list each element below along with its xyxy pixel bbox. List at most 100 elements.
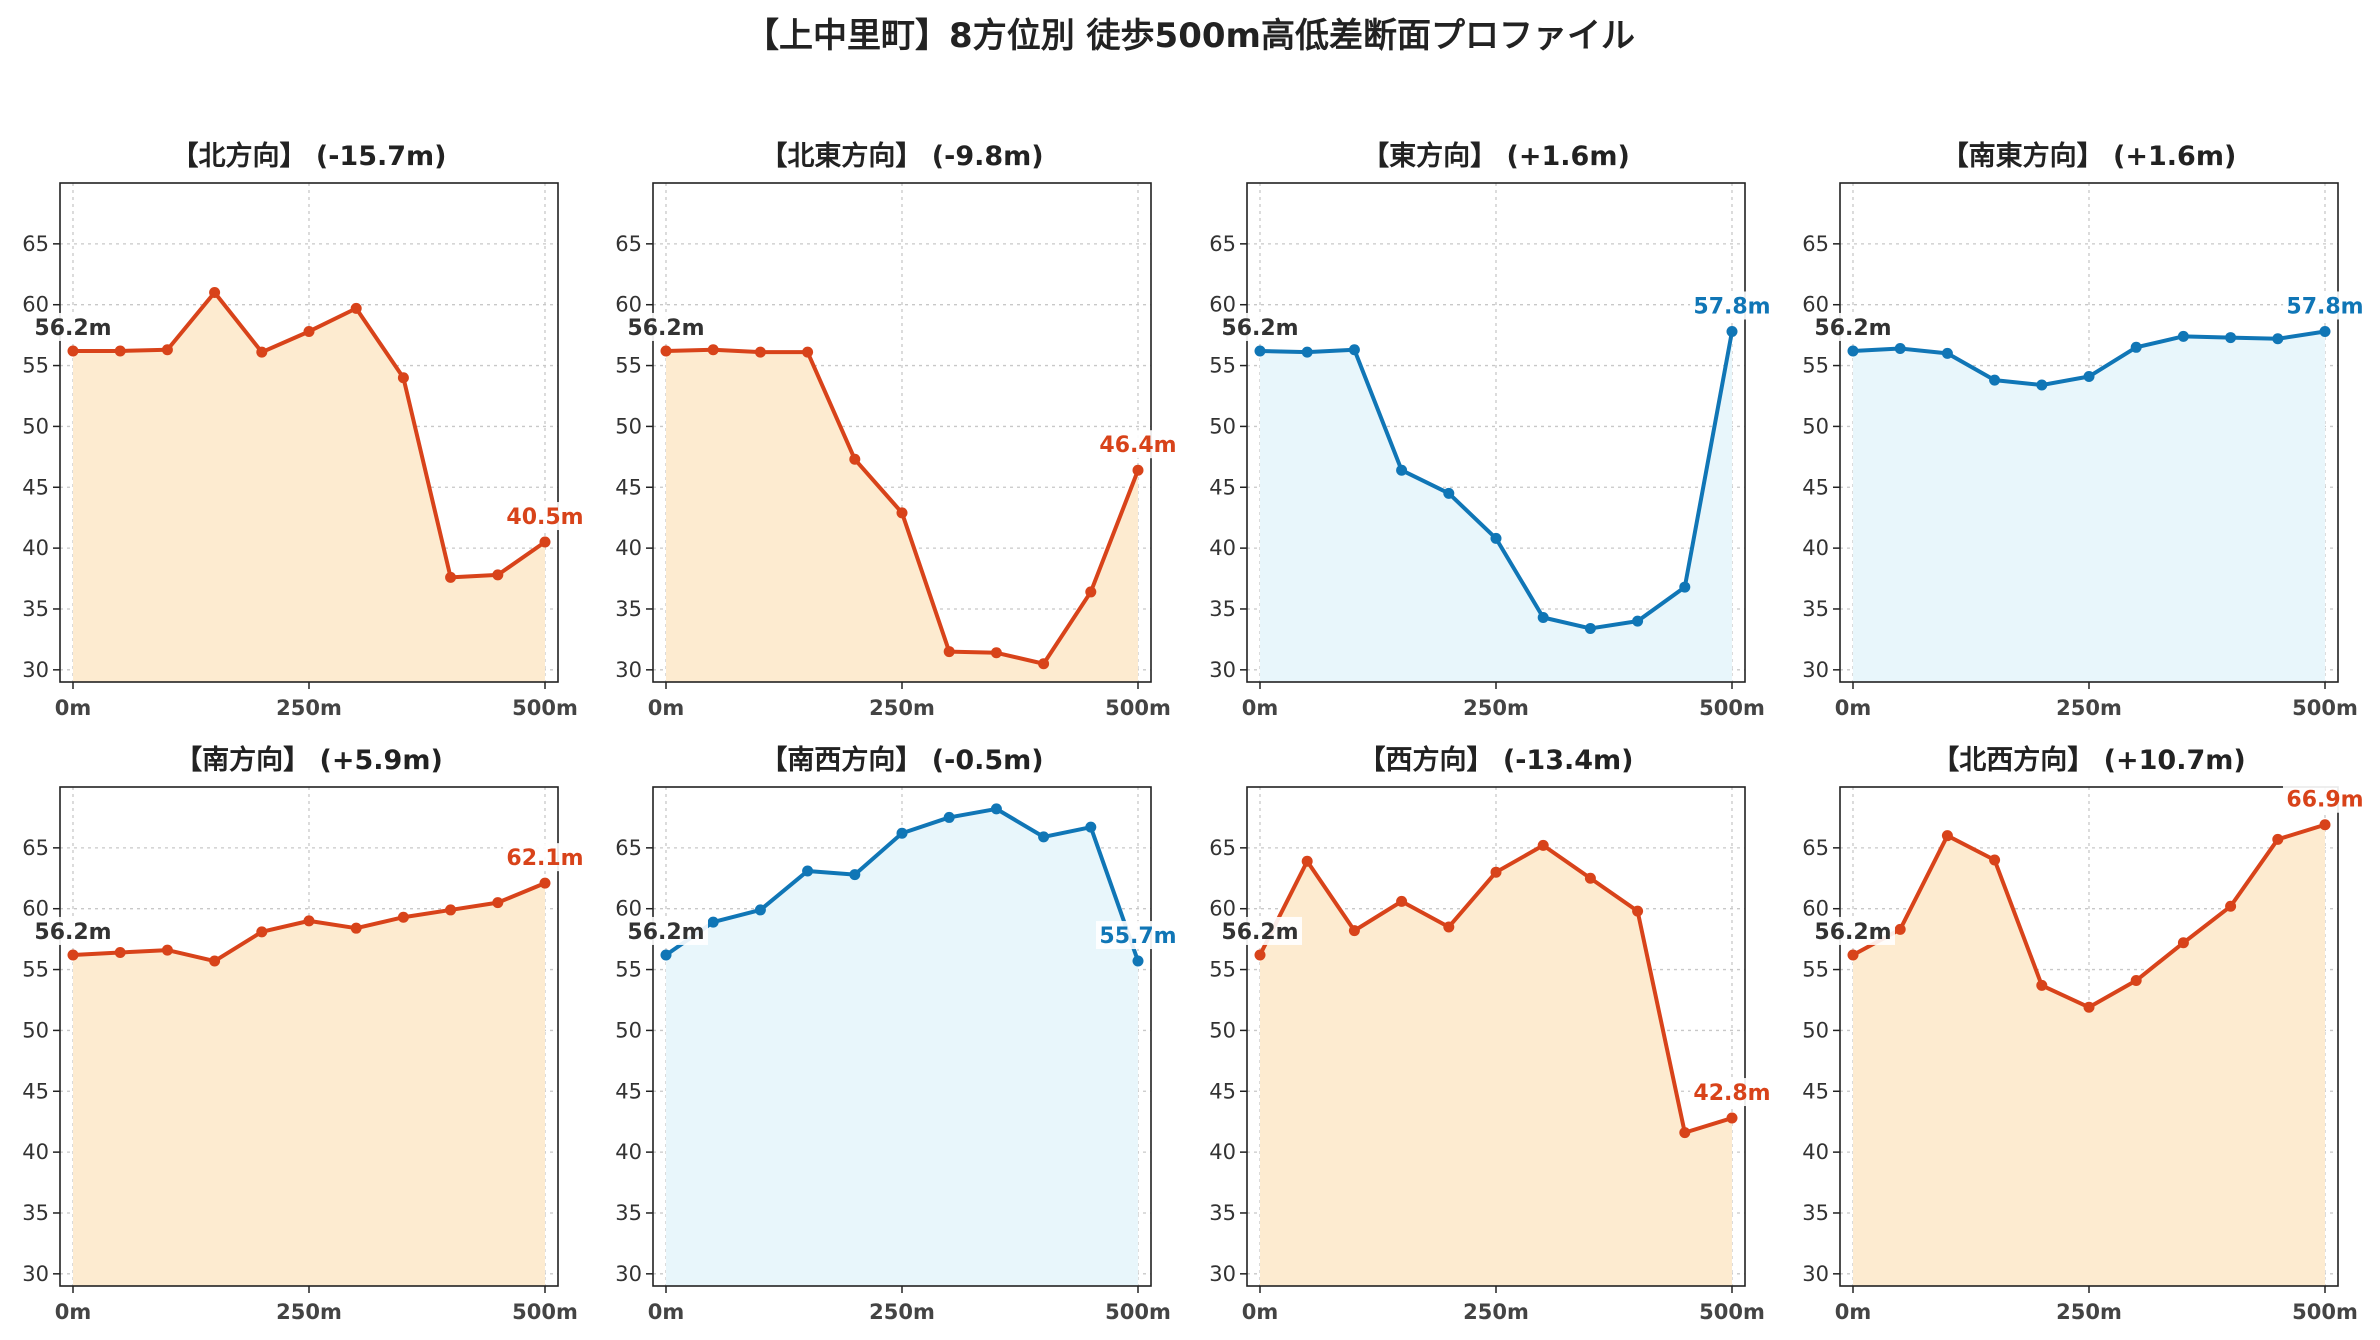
data-point xyxy=(1085,586,1097,598)
y-tick-label: 50 xyxy=(615,414,642,438)
end-label-bg xyxy=(2283,784,2367,813)
data-point xyxy=(1254,345,1266,357)
y-tick-label: 40 xyxy=(1802,536,1829,560)
area-fill xyxy=(1853,331,2325,682)
y-tick-label: 55 xyxy=(615,354,642,378)
panel-title: 【南西方向】 (-0.5m) xyxy=(760,744,1043,776)
data-point xyxy=(990,647,1002,659)
start-label-bg xyxy=(624,916,708,945)
data-point xyxy=(350,922,362,934)
end-label: 42.8m xyxy=(1693,1081,1770,1106)
y-tick-label: 50 xyxy=(22,414,49,438)
start-label-bg xyxy=(624,312,708,341)
y-tick-label: 35 xyxy=(1209,1201,1236,1225)
start-label: 56.2m xyxy=(1814,316,1891,341)
end-label: 40.5m xyxy=(506,505,583,530)
end-label: 66.9m xyxy=(2286,788,2363,813)
y-tick-label: 30 xyxy=(1802,658,1829,682)
data-point xyxy=(2083,371,2095,383)
y-tick-label: 60 xyxy=(1209,293,1236,317)
data-point xyxy=(1847,949,1859,961)
y-tick-label: 30 xyxy=(1209,1262,1236,1286)
data-point xyxy=(397,911,409,923)
data-point xyxy=(1537,611,1549,623)
data-point xyxy=(397,372,409,384)
y-tick-label: 35 xyxy=(1802,597,1829,621)
data-point xyxy=(1132,464,1144,476)
data-point xyxy=(1348,344,1360,356)
x-tick-label: 250m xyxy=(2056,696,2122,720)
y-tick-label: 45 xyxy=(615,1079,642,1103)
data-point xyxy=(990,803,1002,815)
end-label: 46.4m xyxy=(1099,433,1176,458)
data-point xyxy=(1632,615,1644,627)
data-point xyxy=(539,877,551,889)
start-label: 56.2m xyxy=(1221,316,1298,341)
x-tick-label: 500m xyxy=(2292,1300,2358,1324)
data-point xyxy=(1726,325,1738,337)
y-tick-label: 45 xyxy=(22,1079,49,1103)
data-point xyxy=(2130,341,2142,353)
data-point xyxy=(445,571,457,583)
data-point xyxy=(539,536,551,548)
data-point xyxy=(1847,345,1859,357)
data-point xyxy=(2319,819,2331,831)
x-tick-label: 250m xyxy=(276,1300,342,1324)
data-point xyxy=(1348,925,1360,937)
data-point xyxy=(707,344,719,356)
end-label-bg xyxy=(1690,1078,1774,1107)
data-point xyxy=(2272,333,2284,345)
data-point xyxy=(303,325,315,337)
y-tick-label: 60 xyxy=(1209,897,1236,921)
data-point xyxy=(1038,658,1050,670)
data-point xyxy=(2272,833,2284,845)
data-point xyxy=(2083,1001,2095,1013)
y-tick-label: 45 xyxy=(1802,475,1829,499)
y-tick-label: 45 xyxy=(1209,475,1236,499)
end-label: 57.8m xyxy=(1693,294,1770,319)
y-tick-label: 45 xyxy=(22,475,49,499)
data-point xyxy=(445,904,457,916)
data-point xyxy=(161,944,173,956)
data-point xyxy=(1726,1112,1738,1124)
y-tick-label: 30 xyxy=(1209,658,1236,682)
y-tick-label: 45 xyxy=(1802,1079,1829,1103)
y-tick-label: 40 xyxy=(1209,536,1236,560)
data-point xyxy=(1894,923,1906,935)
chart-panel-7: 【西方向】 (-13.4m) 30 35 40 45 50 55 60 65 0m 250m 500m… xyxy=(1209,744,1774,1324)
chart-panel-1: 【北方向】 (-15.7m) 30 35 40 45 50 55 60 65 0m 250m 500m… xyxy=(22,140,587,720)
y-tick-label: 35 xyxy=(22,597,49,621)
data-point xyxy=(1301,855,1313,867)
data-point xyxy=(1941,347,1953,359)
panel-title: 【南方向】 (+5.9m) xyxy=(175,744,443,776)
data-point xyxy=(2036,979,2048,991)
data-point xyxy=(1941,830,1953,842)
end-label-bg xyxy=(1690,291,1774,320)
start-label-bg xyxy=(1811,312,1895,341)
panel-title: 【南東方向】 (+1.6m) xyxy=(1942,140,2237,172)
y-tick-label: 55 xyxy=(1209,354,1236,378)
chart-panel-3: 【東方向】 (+1.6m) 30 35 40 45 50 55 60 65 0m 250m 500m 5… xyxy=(1209,140,1774,720)
data-point xyxy=(67,949,79,961)
x-tick-label: 0m xyxy=(55,696,92,720)
y-tick-label: 40 xyxy=(1209,1140,1236,1164)
chart-panel-4: 【南東方向】 (+1.6m) 30 35 40 45 50 55 60 65 0m 250m 500m… xyxy=(1802,140,2367,720)
data-point xyxy=(754,904,766,916)
data-point xyxy=(943,811,955,823)
data-point xyxy=(256,346,268,358)
end-label-bg xyxy=(503,843,587,872)
area-fill xyxy=(73,883,545,1286)
y-tick-label: 30 xyxy=(22,1262,49,1286)
y-tick-label: 55 xyxy=(22,354,49,378)
x-tick-label: 250m xyxy=(869,696,935,720)
data-point xyxy=(67,345,79,357)
x-tick-label: 500m xyxy=(2292,696,2358,720)
y-tick-label: 60 xyxy=(615,897,642,921)
start-label: 56.2m xyxy=(1221,920,1298,945)
data-point xyxy=(350,302,362,314)
y-tick-label: 65 xyxy=(615,836,642,860)
y-tick-label: 55 xyxy=(1802,958,1829,982)
data-point xyxy=(1132,955,1144,967)
y-tick-label: 65 xyxy=(22,836,49,860)
start-label: 56.2m xyxy=(34,920,111,945)
